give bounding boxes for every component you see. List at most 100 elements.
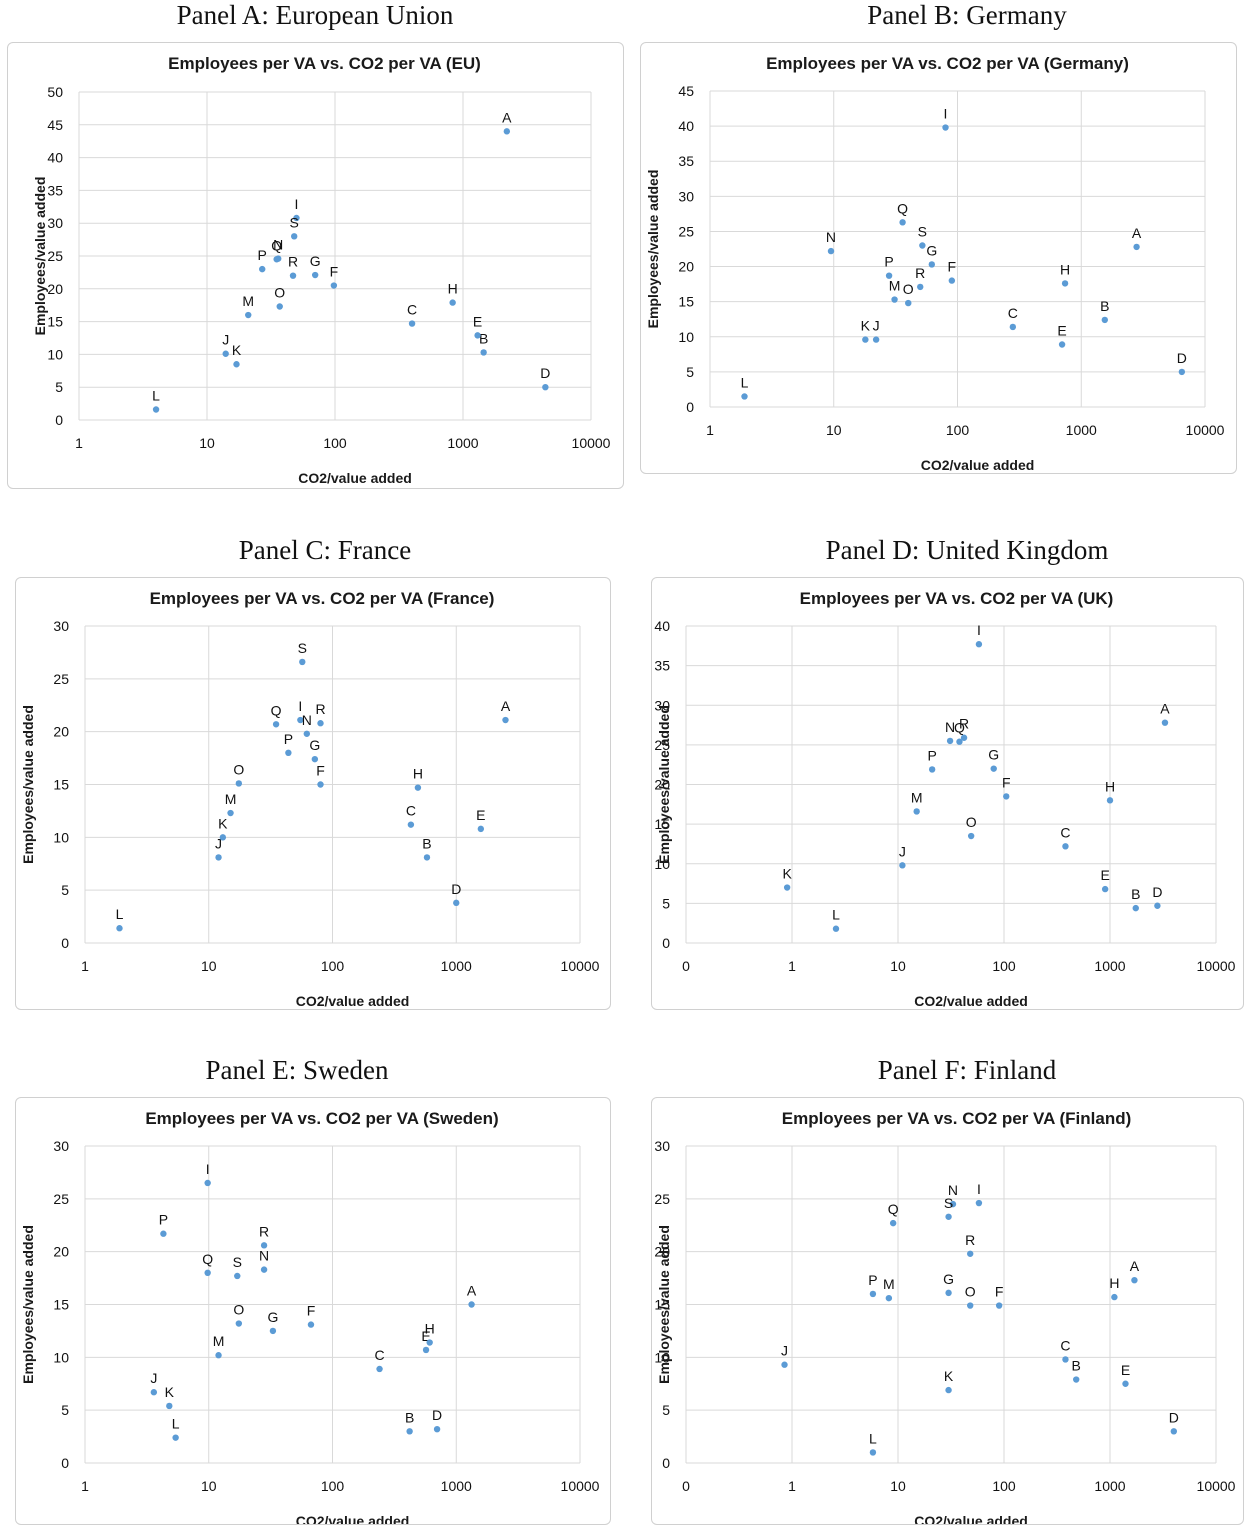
data-label: M [883, 1276, 895, 1292]
y-tick-label: 20 [654, 1244, 670, 1260]
data-label: B [1072, 1358, 1081, 1374]
data-point [946, 737, 954, 745]
y-tick-label: 50 [47, 84, 63, 100]
chart-title: Employees per VA vs. CO2 per VA (Finland… [782, 1109, 1132, 1128]
y-tick-label: 30 [47, 215, 63, 231]
y-axis-label: Employees/value added [20, 1225, 36, 1384]
x-axis-label: CO2/value added [914, 1513, 1028, 1525]
y-tick-label: 20 [53, 724, 69, 740]
x-axis-label: CO2/value added [298, 470, 412, 486]
data-label: N [302, 712, 312, 728]
data-point [276, 303, 283, 310]
y-tick-label: 15 [678, 294, 694, 310]
data-point [204, 1179, 211, 1187]
data-label: M [911, 789, 923, 805]
data-point [433, 1425, 441, 1433]
x-axis-label: CO2/value added [921, 457, 1035, 473]
data-label: N [259, 1248, 269, 1264]
data-point [307, 1321, 315, 1328]
x-tick-label: 10 [201, 958, 217, 974]
data-point [905, 299, 912, 307]
data-label: I [295, 196, 299, 212]
data-label: J [873, 318, 880, 334]
y-axis-label: Employees/value added [32, 177, 48, 336]
x-tick-label: 100 [321, 958, 345, 974]
data-label: B [479, 330, 488, 346]
data-point [741, 393, 748, 400]
data-point [293, 214, 300, 222]
data-point [1058, 341, 1066, 348]
x-tick-label: 10 [199, 435, 215, 451]
data-label: S [233, 1254, 242, 1270]
y-axis-label: Employees/value added [656, 705, 672, 864]
x-tick-label: 1000 [441, 958, 472, 974]
y-tick-label: 10 [53, 1349, 69, 1365]
data-point [1131, 1276, 1138, 1284]
data-label: C [1008, 305, 1018, 321]
x-tick-label: 1 [81, 1478, 89, 1494]
x-tick-label: 10000 [561, 1478, 600, 1494]
data-label: L [152, 388, 160, 404]
data-label: G [267, 1309, 278, 1325]
data-point [975, 1199, 983, 1207]
data-point [235, 780, 243, 787]
x-tick-label: 1 [788, 958, 796, 974]
data-label: H [1109, 1275, 1119, 1291]
data-label: F [995, 1284, 1004, 1300]
chart-germany: Employees per VA vs. CO2 per VA (Germany… [640, 42, 1237, 474]
data-label: M [213, 1333, 225, 1349]
chart-title: Employees per VA vs. CO2 per VA (Sweden) [145, 1109, 498, 1128]
data-label: I [944, 106, 948, 122]
y-tick-label: 25 [53, 671, 69, 687]
chart-eu-plot: Employees per VA vs. CO2 per VA (EU) 0 5 10… [32, 54, 611, 486]
y-tick-label: 45 [47, 117, 63, 133]
data-point [166, 1402, 173, 1410]
data-point [474, 332, 481, 339]
data-label: M [225, 791, 237, 807]
x-axis-label: CO2/value added [296, 1513, 410, 1525]
data-label: R [959, 716, 969, 732]
data-label: B [1100, 298, 1109, 314]
y-tick-label: 0 [61, 935, 69, 951]
data-point [1154, 902, 1161, 909]
data-label: B [422, 835, 431, 851]
data-label: O [966, 814, 977, 830]
y-tick-label: 5 [61, 882, 69, 898]
data-label: I [206, 1161, 210, 1177]
data-label: O [274, 285, 285, 301]
data-point [290, 233, 298, 240]
chart-sweden: Employees per VA vs. CO2 per VA (Sweden)… [15, 1097, 611, 1525]
y-tick-label: 10 [654, 856, 670, 872]
data-point [273, 256, 280, 263]
data-label: S [918, 223, 927, 239]
data-point [917, 283, 924, 291]
data-point [233, 361, 240, 368]
data-point [956, 738, 963, 745]
x-tick-label: 10000 [1197, 958, 1236, 974]
data-label: R [259, 1223, 269, 1239]
x-tick-label: 10 [826, 422, 842, 438]
x-tick-label: 100 [992, 1478, 1016, 1494]
data-point [289, 272, 297, 279]
data-point [235, 1320, 243, 1327]
y-tick-label: 30 [678, 188, 694, 204]
data-label: K [218, 815, 228, 831]
data-point [227, 809, 234, 817]
y-tick-label: 15 [53, 1297, 69, 1313]
y-tick-label: 10 [678, 329, 694, 345]
y-tick-label: 25 [678, 223, 694, 239]
y-tick-label: 25 [53, 1191, 69, 1207]
data-point [899, 219, 906, 226]
data-label: J [781, 1343, 788, 1359]
data-point [967, 1302, 974, 1309]
data-point [1111, 1293, 1118, 1301]
x-tick-label: 1000 [1094, 958, 1125, 974]
data-label: G [309, 737, 320, 753]
data-label: K [165, 1384, 175, 1400]
data-label: K [232, 342, 242, 358]
y-tick-label: 0 [662, 935, 670, 951]
data-label: A [1132, 225, 1142, 241]
data-point [297, 716, 304, 724]
x-tick-label: 10000 [572, 435, 611, 451]
data-point [152, 406, 160, 413]
